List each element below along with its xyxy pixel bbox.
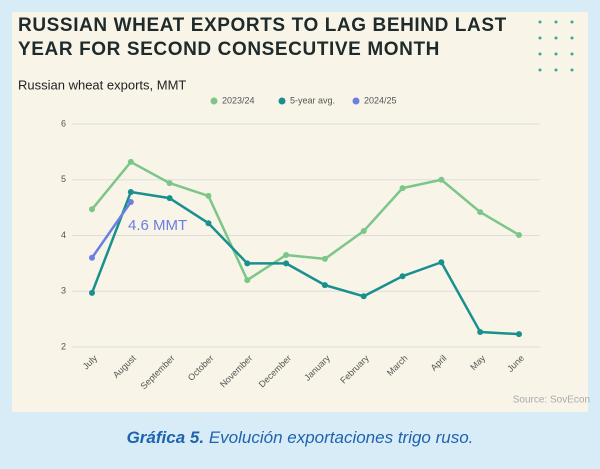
dot-pattern	[538, 20, 574, 72]
x-tick-label: July	[81, 353, 100, 372]
caption-text: Evolución exportaciones trigo ruso.	[208, 428, 474, 447]
point	[283, 252, 290, 259]
y-tick-label: 6	[61, 118, 66, 128]
point	[477, 209, 484, 216]
legend-marker	[278, 97, 286, 105]
point	[127, 158, 134, 165]
y-tick-label: 2	[61, 341, 66, 351]
x-tick-label: September	[139, 353, 177, 391]
chart-title: RUSSIAN WHEAT EXPORTS TO LAG BEHIND LAST…	[18, 15, 507, 60]
point	[127, 189, 134, 196]
y-tick-label: 3	[61, 286, 66, 296]
x-tick-label: November	[218, 353, 254, 389]
caption: Gráfica 5. Evolución exportaciones trigo…	[0, 428, 600, 448]
point	[205, 192, 212, 199]
x-tick-label: March	[385, 353, 410, 378]
point	[244, 260, 251, 267]
series-line	[90, 201, 132, 259]
point	[89, 254, 95, 261]
x-tick-label: May	[468, 353, 487, 372]
point	[89, 206, 95, 213]
point	[438, 259, 445, 266]
point	[244, 277, 251, 284]
point	[360, 293, 367, 300]
legend-marker	[352, 97, 360, 105]
x-tick-label: February	[338, 353, 371, 386]
point	[321, 282, 328, 289]
series-line	[90, 190, 520, 336]
x-tick-label: January	[302, 353, 332, 383]
legend-label: 2023/24	[222, 95, 255, 105]
point	[283, 260, 290, 267]
x-tick-label: October	[186, 353, 216, 383]
point	[399, 273, 406, 280]
y-tick-label: 5	[61, 174, 66, 184]
x-tick-label: April	[429, 353, 449, 373]
legend-label: 5-year avg.	[290, 95, 335, 105]
point	[438, 176, 445, 183]
x-tick-label: December	[257, 353, 293, 389]
y-tick-label: 4	[61, 230, 66, 240]
point	[516, 331, 522, 338]
subtitle: Russian wheat exports, MMT	[18, 77, 186, 92]
legend-label: 2024/25	[364, 95, 397, 105]
legend-marker	[210, 97, 218, 105]
point	[321, 255, 328, 262]
point	[399, 185, 406, 192]
series-line	[91, 160, 520, 282]
point	[516, 231, 522, 238]
point	[205, 220, 212, 227]
point	[360, 228, 367, 235]
x-tick-label: August	[111, 353, 138, 380]
point	[127, 199, 134, 206]
point	[166, 195, 173, 202]
point	[166, 180, 173, 187]
source: Source: SovEcon	[513, 395, 590, 406]
caption-label: Gráfica 5.	[126, 428, 205, 447]
point	[477, 328, 484, 335]
annotation: 4.6 MMT	[128, 217, 187, 234]
x-tick-label: June	[505, 353, 526, 374]
point	[89, 289, 95, 296]
card	[12, 12, 588, 412]
